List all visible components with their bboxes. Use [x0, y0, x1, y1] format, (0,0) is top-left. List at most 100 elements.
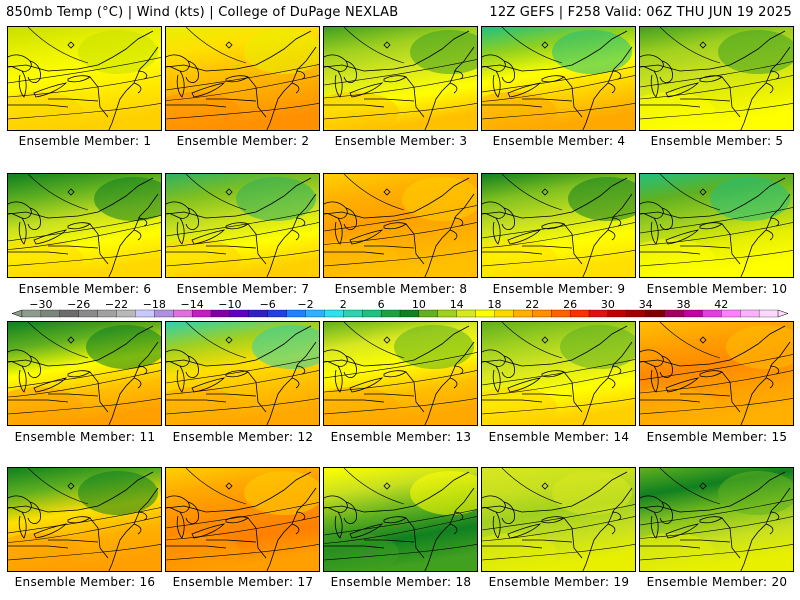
geography-outline	[8, 325, 159, 425]
station-marker-icon	[67, 482, 75, 490]
wind-streamlines	[8, 27, 161, 120]
geography-outline	[324, 325, 475, 425]
colorbar-segment	[437, 309, 458, 318]
ensemble-map-panel	[481, 173, 636, 278]
wind-streamlines	[166, 27, 319, 120]
colorbar-tick-label: −22	[105, 300, 128, 311]
geography-outline	[166, 177, 317, 277]
ensemble-member-caption: Ensemble Member: 7	[176, 282, 310, 296]
ensemble-member-caption: Ensemble Member: 17	[172, 575, 314, 589]
colorbar-tick-label: −26	[67, 300, 90, 311]
station-marker-icon	[699, 336, 707, 344]
ensemble-map-panel	[165, 173, 320, 278]
colorbar-segment	[248, 309, 269, 318]
wind-streamlines	[324, 322, 477, 415]
colorbar-segment	[758, 309, 779, 318]
station-marker-icon	[383, 482, 391, 490]
ensemble-map-panel	[7, 173, 162, 278]
station-marker-icon	[225, 188, 233, 196]
station-marker-icon	[383, 336, 391, 344]
colorbar-segment	[229, 309, 250, 318]
geography-outline	[482, 30, 633, 130]
geography-outline	[324, 471, 475, 571]
ensemble-member-caption: Ensemble Member: 11	[14, 430, 156, 444]
wind-streamlines	[482, 27, 635, 120]
colorbar-tick-label: −14	[180, 300, 203, 311]
colorbar-segment	[343, 309, 363, 318]
ensemble-member-caption: Ensemble Member: 10	[646, 282, 788, 296]
colorbar-segment	[380, 309, 401, 318]
station-marker-icon	[699, 482, 707, 490]
colorbar-segment	[626, 309, 647, 318]
colorbar-tick-label: −30	[29, 300, 52, 311]
station-marker-icon	[541, 41, 549, 49]
colorbar-tick-label: 14	[450, 300, 464, 311]
ensemble-member-caption: Ensemble Member: 15	[646, 430, 788, 444]
station-marker-icon	[225, 41, 233, 49]
colorbar-segment	[456, 309, 477, 318]
station-marker-icon	[541, 336, 549, 344]
ensemble-map-panel	[7, 321, 162, 426]
colorbar-segment	[418, 309, 439, 318]
ensemble-member-caption: Ensemble Member: 8	[334, 282, 468, 296]
ensemble-member-caption: Ensemble Member: 3	[334, 134, 468, 148]
ensemble-map-panel	[165, 321, 320, 426]
colorbar-tick-label: 38	[677, 300, 691, 311]
ensemble-map-panel	[639, 173, 794, 278]
wind-streamlines	[166, 468, 319, 561]
wind-streamlines	[8, 174, 161, 267]
wind-streamlines	[324, 468, 477, 561]
colorbar-left-arrow-icon	[12, 309, 23, 318]
colorbar-segment	[97, 309, 117, 318]
ensemble-member-caption: Ensemble Member: 12	[172, 430, 314, 444]
ensemble-map-panel	[481, 26, 636, 131]
ensemble-member-caption: Ensemble Member: 20	[646, 575, 788, 589]
colorbar-tick-label: 10	[412, 300, 426, 311]
station-marker-icon	[225, 336, 233, 344]
map-title: 850mb Temp (°C) | Wind (kts) | College o…	[6, 5, 399, 20]
wind-streamlines	[640, 27, 793, 120]
geography-outline	[640, 325, 791, 425]
ensemble-map-panel	[7, 467, 162, 572]
colorbar-segment	[740, 309, 760, 318]
ensemble-map-panel	[323, 321, 478, 426]
wind-streamlines	[482, 468, 635, 561]
wind-streamlines	[482, 322, 635, 415]
station-marker-icon	[383, 188, 391, 196]
geography-outline	[8, 471, 159, 571]
wind-streamlines	[640, 468, 793, 561]
ensemble-member-caption: Ensemble Member: 2	[176, 134, 310, 148]
colorbar-tick-label: 30	[601, 300, 615, 311]
station-marker-icon	[67, 188, 75, 196]
ensemble-member-caption: Ensemble Member: 13	[330, 430, 472, 444]
ensemble-map-panel	[481, 321, 636, 426]
colorbar-tick-label: 22	[525, 300, 539, 311]
colorbar-segment	[475, 309, 495, 318]
colorbar-segment	[588, 309, 609, 318]
ensemble-member-caption: Ensemble Member: 18	[330, 575, 472, 589]
ensemble-map-panel	[323, 173, 478, 278]
colorbar-tick-label: −6	[260, 300, 276, 311]
colorbar-segment	[324, 309, 344, 318]
geography-outline	[8, 177, 159, 277]
colorbar-segment	[513, 309, 533, 318]
colorbar-segment	[607, 309, 628, 318]
colorbar-segment	[664, 309, 684, 318]
ensemble-member-caption: Ensemble Member: 6	[18, 282, 152, 296]
ensemble-member-caption: Ensemble Member: 19	[488, 575, 630, 589]
colorbar-tick-label: −10	[218, 300, 241, 311]
ensemble-map-panel	[323, 26, 478, 131]
geography-outline	[482, 177, 633, 277]
colorbar-segment	[116, 309, 136, 318]
colorbar-segment	[154, 309, 174, 318]
colorbar-segment	[286, 309, 306, 318]
wind-streamlines	[324, 174, 477, 267]
ensemble-member-caption: Ensemble Member: 5	[650, 134, 784, 148]
station-marker-icon	[67, 336, 75, 344]
geography-outline	[166, 471, 317, 571]
colorbar-segment	[135, 309, 155, 318]
geography-outline	[8, 30, 159, 130]
ensemble-member-caption: Ensemble Member: 1	[18, 134, 152, 148]
colorbar-segment	[702, 309, 722, 318]
colorbar-segment	[21, 309, 42, 318]
